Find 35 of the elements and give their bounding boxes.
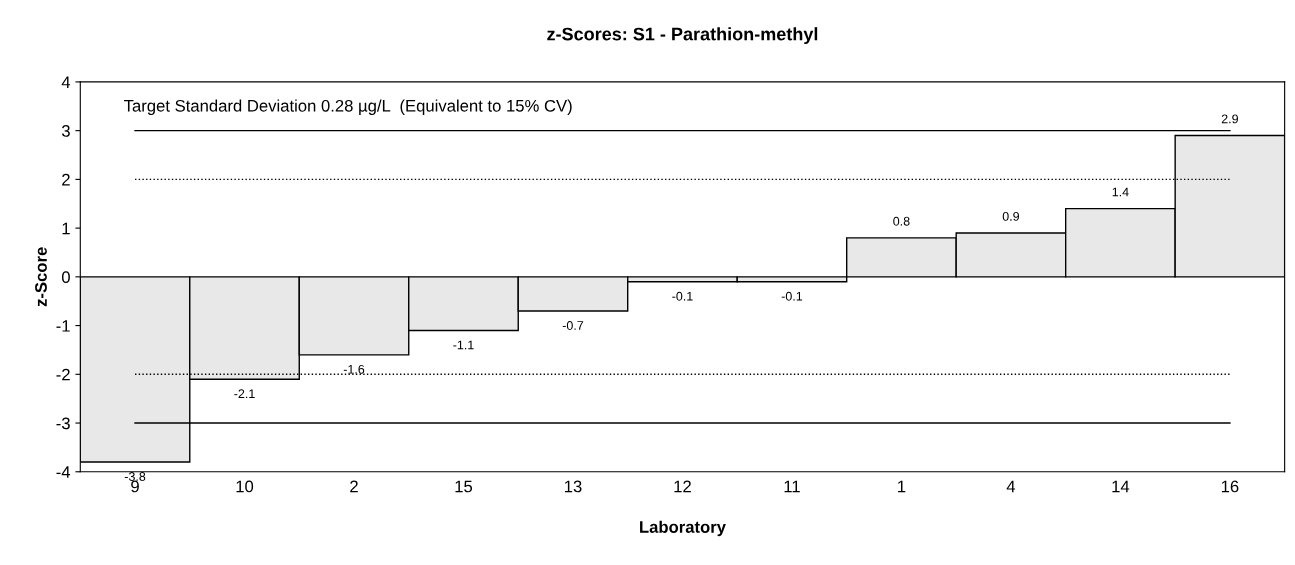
y-tick-label: -2 [56, 368, 70, 381]
x-tick-label: 11 [784, 480, 800, 493]
data-label: -0.7 [562, 321, 584, 330]
x-tick-label: 15 [455, 480, 473, 493]
annotation: Target Standard Deviation 0.28 µg/L (Equivalent to 15% CV) [124, 99, 572, 115]
chart-title: z-Scores: S1 - Parathion-methyl [547, 27, 818, 44]
y-tick-label: 4 [61, 76, 71, 88]
data-label: -3.8 [124, 472, 146, 481]
x-tick-label: 13 [564, 480, 582, 493]
data-label: 2.9 [1221, 114, 1238, 124]
x-tick-label: 4 [1006, 480, 1016, 493]
y-tick-label: 3 [61, 125, 70, 137]
data-label: 0.9 [1002, 211, 1020, 221]
x-tick-label: 9 [131, 480, 139, 493]
x-tick-label: 10 [236, 480, 254, 493]
x-tick-label: 12 [674, 480, 691, 493]
y-tick-label: -1 [56, 320, 70, 332]
data-label: -1.1 [453, 340, 474, 350]
data-label: -0.1 [672, 291, 693, 301]
x-axis-title: Laboratory [640, 520, 726, 537]
data-label: -1.6 [343, 364, 365, 374]
x-tick-label: 14 [1112, 480, 1130, 493]
data-label: 1.4 [1112, 187, 1129, 197]
y-tick-label: -3 [56, 417, 70, 430]
data-label: -2.1 [234, 389, 255, 398]
x-tick-label: 2 [350, 480, 358, 493]
data-label: 0.8 [893, 216, 910, 226]
data-label: -0.1 [781, 291, 803, 301]
x-tick-label: 16 [1221, 480, 1239, 493]
y-tick-label: 0 [61, 271, 70, 284]
x-tick-label: 1 [898, 480, 906, 493]
y-tick-label: 2 [62, 173, 70, 186]
y-tick-label: 1 [62, 222, 70, 235]
y-tick-label: -4 [56, 466, 71, 478]
y-axis-title: z-Score [35, 247, 47, 307]
